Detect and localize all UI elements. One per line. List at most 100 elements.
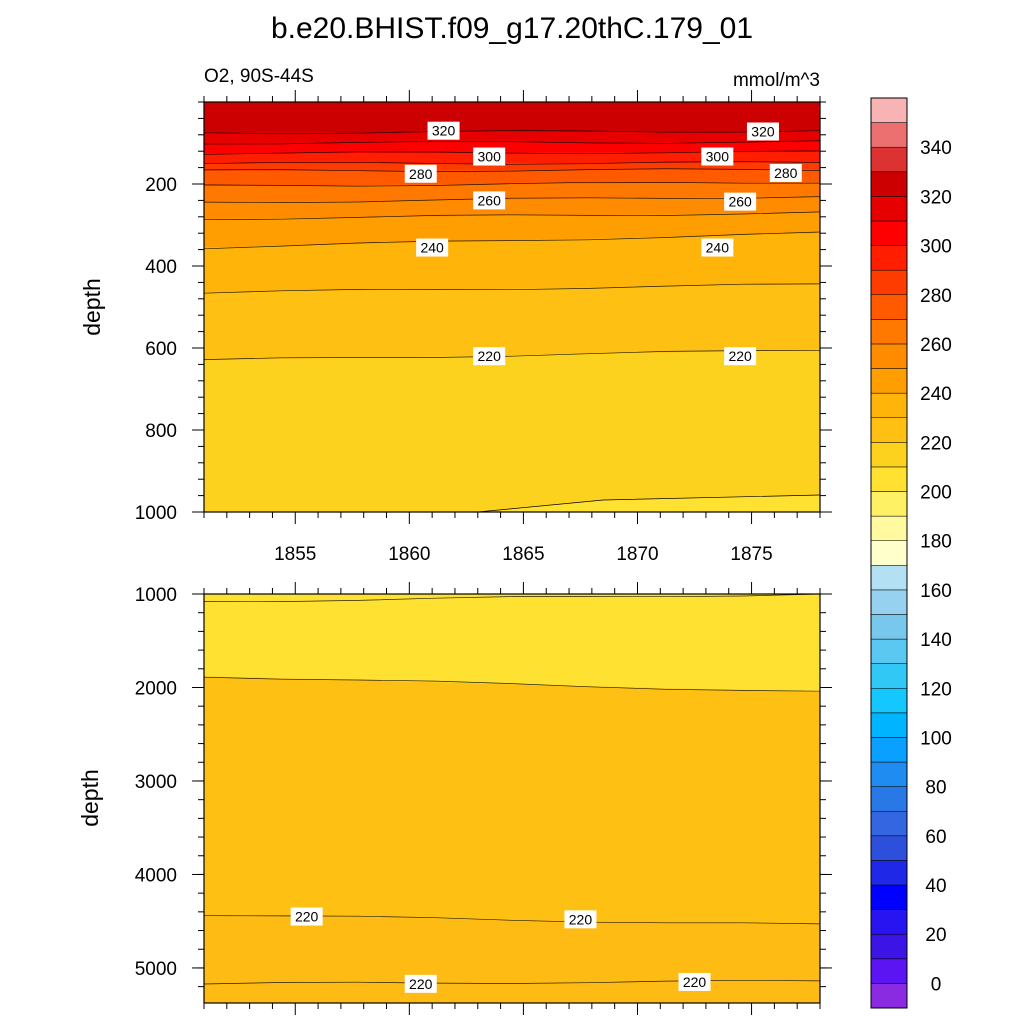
colorbar-swatch xyxy=(870,983,908,1009)
colorbar-swatch xyxy=(870,220,908,246)
y-tick-label: 4000 xyxy=(135,865,177,886)
contour-label: 220 xyxy=(678,972,711,991)
upper-panel: 320 320 300 300 280 280 260 260 240 240 220 220 200 4… xyxy=(79,90,832,565)
colorbar-swatch xyxy=(870,515,908,541)
contour-label: 220 xyxy=(290,907,323,926)
colorbar-swatch xyxy=(870,466,908,492)
contour-line xyxy=(204,181,820,187)
colorbar: 0 20 40 60 80 100 120 140 160 180 200 220 240 260 280 3… xyxy=(870,97,952,1009)
colorbar-label: 120 xyxy=(920,679,952,700)
colorbar-swatch xyxy=(870,343,908,369)
colorbar-label: 340 xyxy=(920,138,952,159)
y-tick-label: 200 xyxy=(145,175,177,196)
contour-label: 260 xyxy=(724,192,757,211)
contour-label-text: 220 xyxy=(295,909,319,925)
contour-band-deep xyxy=(204,914,820,1003)
colorbar-swatch xyxy=(870,319,908,345)
y-tick-label: 5000 xyxy=(135,959,177,980)
colorbar-label: 20 xyxy=(925,925,946,946)
contour-label: 280 xyxy=(404,164,437,183)
colorbar-swatch xyxy=(870,269,908,296)
colorbar-swatch xyxy=(870,589,908,615)
contour-label-box xyxy=(473,347,506,366)
y-tick-label: 600 xyxy=(145,339,177,360)
x-tick-label: 1865 xyxy=(502,544,544,565)
contour-label-box xyxy=(564,910,597,929)
colorbar-swatch xyxy=(870,810,908,837)
contour-label-box xyxy=(724,347,757,366)
contour-line xyxy=(204,168,820,172)
variable-label: O2, 90S-44S xyxy=(204,66,314,87)
contour-label-box xyxy=(724,192,757,211)
contour-label-text: 220 xyxy=(409,976,433,992)
colorbar-swatch xyxy=(870,884,908,910)
colorbar-swatch xyxy=(870,245,908,271)
colorbar-label: 300 xyxy=(920,237,952,258)
contour-label: 280 xyxy=(769,163,802,182)
colorbar-label: 320 xyxy=(920,187,952,208)
colorbar-swatch xyxy=(870,442,908,468)
colorbar-swatch xyxy=(870,737,908,763)
x-tick-label: 1855 xyxy=(274,544,316,565)
contour-label-text: 220 xyxy=(728,348,752,364)
contour-band-200 xyxy=(204,594,820,693)
contour-label-box xyxy=(746,122,779,141)
contour-line xyxy=(204,130,820,134)
colorbar-label: 200 xyxy=(920,483,952,504)
contour-label: 300 xyxy=(473,147,506,166)
colorbar-swatch xyxy=(870,761,908,787)
contour-label-box xyxy=(290,907,323,926)
contour-label-box xyxy=(473,191,506,210)
contour-label-box xyxy=(701,238,734,257)
contour-label-box xyxy=(701,147,734,166)
colorbar-label: 140 xyxy=(920,630,952,651)
y-axis-title: depth xyxy=(79,278,105,336)
contour-label: 300 xyxy=(701,147,734,166)
colorbar-swatch xyxy=(870,392,908,418)
plot-frame xyxy=(203,101,821,513)
colorbar-label: 60 xyxy=(925,827,946,848)
contour-label: 220 xyxy=(564,910,597,929)
contour-label-text: 300 xyxy=(478,149,502,165)
colorbar-label: 40 xyxy=(925,876,946,897)
contour-label: 240 xyxy=(701,238,734,257)
contour-label-text: 220 xyxy=(478,348,502,364)
contour-label: 320 xyxy=(427,121,460,140)
colorbar-swatch xyxy=(870,491,908,517)
units-label: mmol/m^3 xyxy=(733,70,820,91)
figure-title: b.e20.BHIST.f09_g17.20thC.179_01 xyxy=(271,12,753,45)
colorbar-label: 0 xyxy=(931,974,942,995)
colorbar-swatch xyxy=(870,294,908,320)
contour-band-200 xyxy=(477,495,820,512)
contour-label-text: 220 xyxy=(683,974,707,990)
contour-label-box xyxy=(769,163,802,182)
colorbar-swatch xyxy=(870,712,908,738)
colorbar-swatch xyxy=(870,565,908,591)
y-tick-label: 2000 xyxy=(135,678,177,699)
colorbar-swatch xyxy=(870,933,908,960)
contour-label: 220 xyxy=(473,347,506,366)
contour-label-box xyxy=(678,972,711,991)
colorbar-label: 180 xyxy=(920,532,952,553)
contour-line xyxy=(204,594,820,602)
colorbar-frame xyxy=(870,97,908,1009)
colorbar-swatch xyxy=(870,860,908,886)
contour-label-text: 260 xyxy=(728,194,752,210)
contour-label-text: 260 xyxy=(478,192,502,208)
contour-label-text: 320 xyxy=(432,123,456,139)
colorbar-label: 260 xyxy=(920,335,952,356)
contour-line xyxy=(477,494,821,513)
colorbar-label: 100 xyxy=(920,728,952,749)
contour-label: 240 xyxy=(416,238,449,257)
contour-line xyxy=(204,196,820,203)
contour-label: 220 xyxy=(404,974,437,993)
plot-frame xyxy=(203,593,821,1004)
contour-label: 260 xyxy=(473,191,506,210)
x-tick-label: 1875 xyxy=(730,544,772,565)
contour-label-box xyxy=(416,238,449,257)
y-tick-label: 1000 xyxy=(135,585,177,606)
contour-label-text: 280 xyxy=(409,166,433,182)
contour-label-text: 220 xyxy=(569,911,593,927)
colorbar-swatch xyxy=(870,196,908,222)
